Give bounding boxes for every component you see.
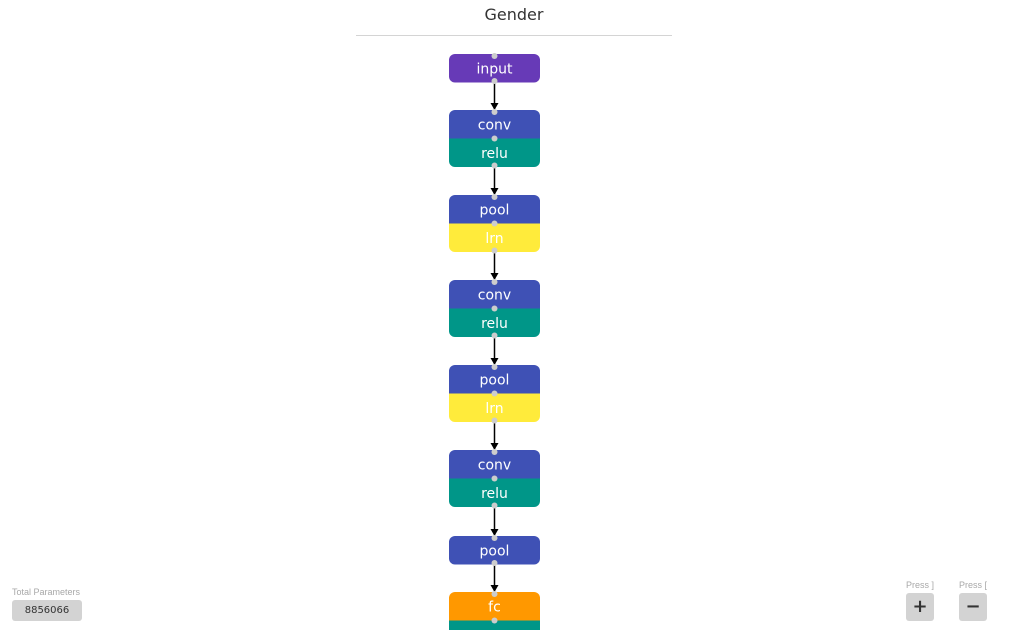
layer-relu[interactable] xyxy=(449,478,540,508)
layer-label: pool xyxy=(480,202,510,218)
zoom-in-button[interactable]: + xyxy=(906,593,934,621)
diagram-title: Gender xyxy=(484,5,544,24)
port-dot[interactable] xyxy=(491,390,498,397)
port-dot[interactable] xyxy=(491,53,498,59)
port-dot[interactable] xyxy=(491,78,498,84)
title-divider xyxy=(356,35,672,36)
port-dot[interactable] xyxy=(491,135,498,142)
total-parameters-label: Total Parameters xyxy=(12,587,81,597)
layer-lrn[interactable] xyxy=(449,393,540,423)
port-dot[interactable] xyxy=(491,364,498,370)
zoom-in-hint: Press ] xyxy=(906,580,935,590)
layer-label: conv xyxy=(478,117,511,133)
port-dot[interactable] xyxy=(491,502,498,509)
port-dot[interactable] xyxy=(491,247,498,254)
layer-label: fc xyxy=(488,599,501,615)
port-dot[interactable] xyxy=(491,220,498,227)
port-dot[interactable] xyxy=(491,162,498,169)
port-dot[interactable] xyxy=(491,194,498,200)
layer-label: pool xyxy=(480,543,510,559)
node-input[interactable]: input xyxy=(449,53,540,84)
zoom-out-button[interactable]: − xyxy=(959,593,987,621)
port-dot[interactable] xyxy=(491,449,498,455)
port-dot[interactable] xyxy=(491,109,498,115)
layer-label: conv xyxy=(478,457,511,473)
layer-label: lrn xyxy=(485,401,503,417)
node-conv3[interactable]: conv relu xyxy=(449,449,540,509)
layer-relu[interactable] xyxy=(449,138,540,168)
layer-label: lrn xyxy=(485,231,503,247)
total-parameters-value: 8856066 xyxy=(12,600,82,621)
nodes-layer: input conv relu pool lrn conv relu pool lrn conv r… xyxy=(449,53,540,630)
layer-relu[interactable] xyxy=(449,308,540,338)
node-pool3[interactable]: pool xyxy=(449,535,540,566)
layer-lrn[interactable] xyxy=(449,223,540,253)
node-conv2[interactable]: conv relu xyxy=(449,279,540,339)
port-dot[interactable] xyxy=(491,591,498,597)
layer-label: relu xyxy=(481,316,508,332)
layer-label: relu xyxy=(481,486,508,502)
port-dot[interactable] xyxy=(491,305,498,312)
node-fc1[interactable]: fc xyxy=(449,591,540,630)
port-dot[interactable] xyxy=(491,475,498,482)
port-dot[interactable] xyxy=(491,560,498,566)
node-conv1[interactable]: conv relu xyxy=(449,109,540,169)
port-dot[interactable] xyxy=(491,617,498,624)
layer-label: pool xyxy=(480,372,510,388)
layer-label: conv xyxy=(478,287,511,303)
node-pool1[interactable]: pool lrn xyxy=(449,194,540,254)
layer-label: input xyxy=(476,61,513,77)
layer-relu[interactable] xyxy=(449,620,540,630)
port-dot[interactable] xyxy=(491,535,498,541)
port-dot[interactable] xyxy=(491,417,498,424)
zoom-out-hint: Press [ xyxy=(959,580,988,590)
node-pool2[interactable]: pool lrn xyxy=(449,364,540,424)
port-dot[interactable] xyxy=(491,332,498,339)
layer-label: relu xyxy=(481,146,508,162)
port-dot[interactable] xyxy=(491,279,498,285)
